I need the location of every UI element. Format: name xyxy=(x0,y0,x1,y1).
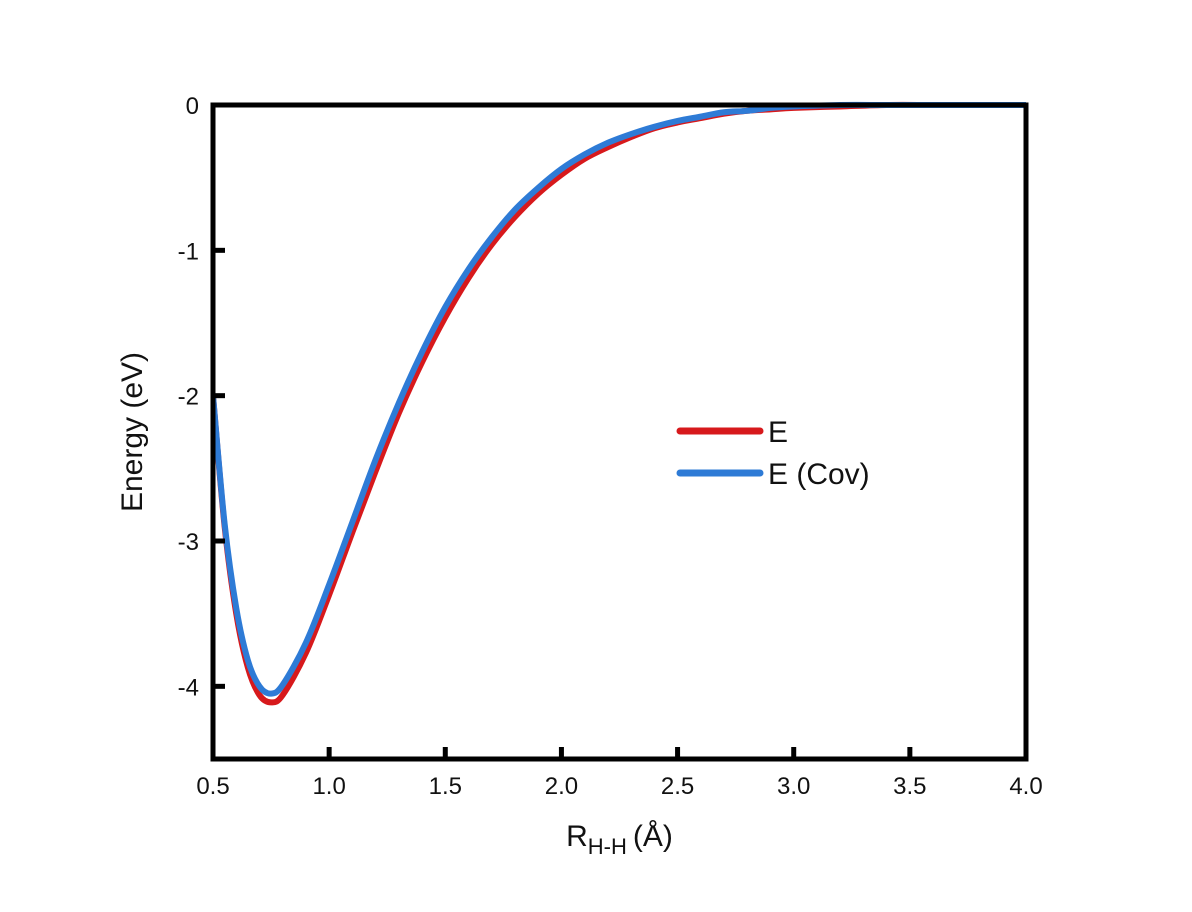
x-tick-label: 2.5 xyxy=(661,773,694,800)
legend: E E (Cov) xyxy=(676,416,870,491)
y-tick-label: -4 xyxy=(178,674,199,701)
y-axis-tick-labels: 0 -1 -2 -3 -4 xyxy=(178,93,199,701)
y-axis-ticks xyxy=(213,247,225,689)
y-axis-title: Energy (eV) xyxy=(116,352,149,512)
x-axis-title: RH-H (Å) xyxy=(566,820,673,859)
x-tick-label: 1.5 xyxy=(429,773,462,800)
plot-frame xyxy=(210,102,1029,762)
y-tick-label: -1 xyxy=(178,238,199,265)
x-axis-title-subscript: H-H xyxy=(588,834,627,859)
x-tick-label: 4.0 xyxy=(1009,773,1042,800)
x-axis-title-main: R xyxy=(566,820,588,853)
x-axis-tick-labels: 0.5 1.0 1.5 2.0 2.5 3.0 3.5 4.0 xyxy=(196,773,1042,800)
y-tick-label: 0 xyxy=(186,93,199,120)
x-tick-label: 1.0 xyxy=(312,773,345,800)
legend-label: E xyxy=(768,416,788,449)
y-tick-label: -3 xyxy=(178,529,199,556)
legend-label: E (Cov) xyxy=(768,458,870,491)
x-tick-label: 0.5 xyxy=(196,773,229,800)
x-axis-ticks xyxy=(326,747,913,759)
y-tick-label: -2 xyxy=(178,384,199,411)
x-tick-label: 3.5 xyxy=(893,773,926,800)
x-axis-title-unit: (Å) xyxy=(633,820,673,853)
x-tick-label: 3.0 xyxy=(777,773,810,800)
x-tick-label: 2.0 xyxy=(545,773,578,800)
